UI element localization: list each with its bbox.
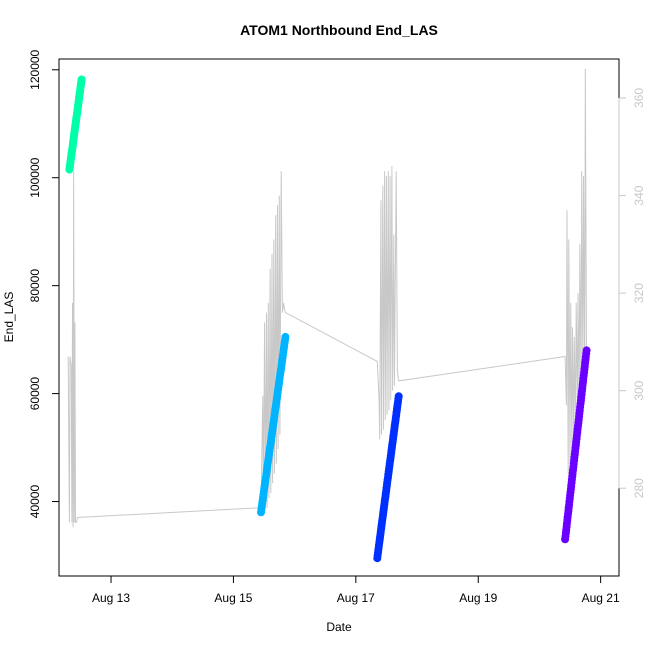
data-point <box>281 332 290 341</box>
right-y-tick-label: 340 <box>632 185 646 205</box>
secondary-series-line <box>67 68 588 528</box>
right-y-tick-label: 360 <box>632 88 646 108</box>
x-tick-label: Aug 15 <box>214 591 252 605</box>
x-axis: Aug 13 Aug 15 Aug 17 Aug 19 Aug 21 <box>92 575 620 605</box>
secondary-series-layer <box>67 68 588 528</box>
series-3 <box>373 392 403 563</box>
y-tick-label: 40000 <box>28 485 42 519</box>
x-tick-label: Aug 13 <box>92 591 130 605</box>
chart-title: ATOM1 Northbound End_LAS <box>240 22 438 38</box>
y-tick-label: 100000 <box>28 157 42 197</box>
plot-frame <box>58 58 620 577</box>
y-axis-label: End_LAS <box>2 292 16 343</box>
y-axis: 40000 60000 80000 100000 120000 <box>28 49 60 519</box>
right-y-tick-label: 280 <box>632 478 646 498</box>
series-1 <box>65 75 86 174</box>
right-y-tick-label: 300 <box>632 380 646 400</box>
y-tick-label: 80000 <box>28 269 42 303</box>
data-point <box>77 75 86 84</box>
x-tick-label: Aug 17 <box>337 591 375 605</box>
y-tick-label: 120000 <box>28 49 42 89</box>
right-y-axis: 280 300 320 340 360 <box>618 88 646 498</box>
primary-series-layer <box>65 75 591 563</box>
series-4 <box>561 346 591 544</box>
x-tick-label: Aug 19 <box>459 591 497 605</box>
data-point <box>394 392 403 401</box>
x-tick-label: Aug 21 <box>582 591 620 605</box>
series-2 <box>257 332 290 517</box>
data-point <box>582 346 591 355</box>
y-tick-label: 60000 <box>28 377 42 411</box>
x-axis-label: Date <box>326 620 352 634</box>
right-y-tick-label: 320 <box>632 283 646 303</box>
